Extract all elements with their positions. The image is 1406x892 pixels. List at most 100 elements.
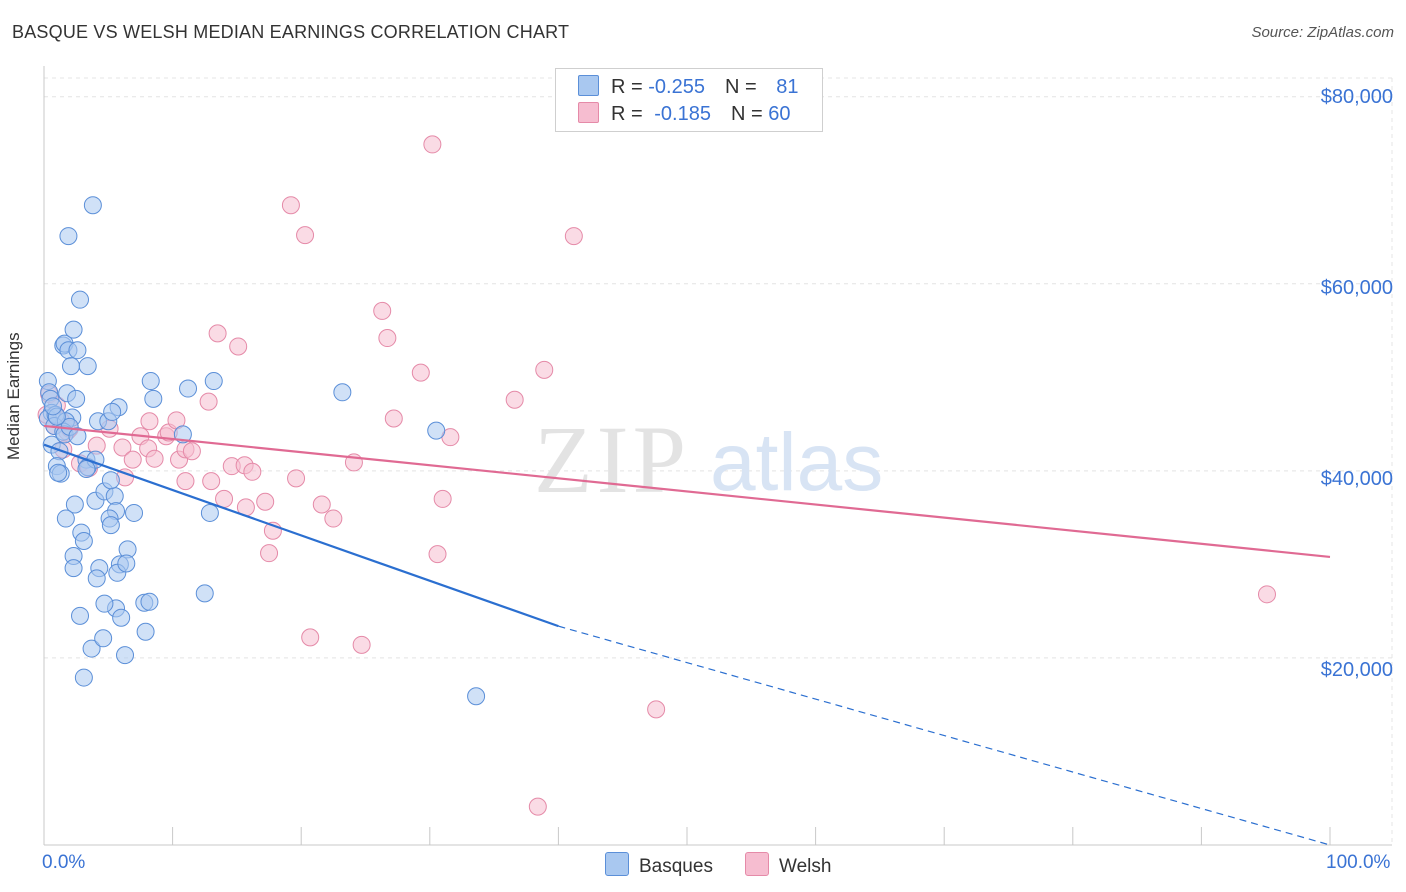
watermark-atlas: atlas [710,417,883,508]
welsh-point-27 [215,489,234,508]
basques-trend-dashed [558,625,1331,846]
legend-item-welsh: Welsh [745,852,831,878]
basques-point-23 [67,389,86,408]
basques-point-15 [64,320,83,339]
legend-row-basques: R = -0.255 N = 81 [578,75,798,99]
basques-point-57 [136,622,155,641]
welsh-point-25 [176,472,195,491]
y-tick-80000: $80,000 [1320,86,1393,108]
welsh-point-40 [229,337,248,356]
welsh-point-39 [208,324,227,343]
welsh-point-57 [528,797,547,816]
welsh-point-38 [199,392,218,411]
basques-r-label: R = [611,76,649,98]
basques-point-21 [83,196,102,215]
series-basques [38,196,486,706]
welsh-point-43 [373,301,392,320]
basques-point-43 [101,516,120,535]
basques-point-69 [333,383,352,402]
legend-basques-label: Basques [639,856,713,877]
welsh-point-58 [1257,585,1276,604]
welsh-point-34 [312,495,331,514]
basques-trend-solid [43,443,559,628]
welsh-point-30 [243,462,262,481]
welsh-point-46 [411,363,430,382]
basques-n-label: N = [724,76,763,98]
basques-point-80 [77,459,96,478]
welsh-point-54 [301,628,320,647]
welsh-trend-solid [43,424,1331,559]
welsh-point-51 [564,227,583,246]
basques-point-77 [68,427,87,446]
welsh-point-49 [505,390,524,409]
basques-point-40 [105,487,124,506]
welsh-point-31 [256,492,275,511]
basques-point-58 [82,639,101,658]
basques-point-67 [200,503,219,522]
basques-point-65 [179,379,198,398]
basques-point-51 [71,606,90,625]
basques-point-53 [95,594,114,613]
welsh-point-37 [260,544,279,563]
x-tick-min: 0.0% [42,852,86,873]
welsh-point-42 [296,226,315,245]
chart-title: BASQUE VS WELSH MEDIAN EARNINGS CORRELAT… [12,22,570,42]
x-tick-max: 100.0% [1326,852,1391,873]
basques-point-59 [94,629,113,648]
basques-point-70 [427,421,446,440]
basques-point-56 [140,592,159,611]
basques-point-17 [68,341,87,360]
welsh-point-45 [378,329,397,348]
axes [43,66,1392,846]
welsh-point-41 [281,196,300,215]
y-axis-label: Median Earnings [4,332,23,460]
welsh-point-22 [182,442,201,461]
basques-point-62 [141,372,160,391]
welsh-swatch [578,102,599,123]
welsh-point-50 [535,360,554,379]
legend-item-basques: Basques [605,852,713,878]
welsh-point-47 [428,545,447,564]
basques-point-61 [74,668,93,687]
correlation-legend: R = -0.255 N = 81 R = -0.185 N = 60 [555,68,823,132]
basques-point-71 [467,687,486,706]
y-tick-60000: $60,000 [1320,277,1393,299]
basques-point-20 [59,227,78,246]
watermark-zip: ZIP [534,406,690,513]
basques-swatch [578,75,599,96]
welsh-n-label: N = [730,103,769,125]
basques-point-63 [144,389,163,408]
trend-lines [43,424,1331,846]
basques-point-78 [117,554,136,573]
welsh-n-value: 60 [768,103,791,125]
basques-point-79 [125,503,144,522]
y-tick-40000: $40,000 [1320,468,1393,490]
basques-point-11 [49,463,68,482]
basques-point-76 [44,397,63,416]
basques-point-34 [65,495,84,514]
welsh-point-13 [123,450,142,469]
welsh-point-44 [384,409,403,428]
basques-point-18 [78,357,97,376]
legend-welsh-swatch [745,852,769,876]
basques-point-47 [64,559,83,578]
welsh-point-26 [202,472,221,491]
basques-point-33 [103,402,122,421]
welsh-point-35 [324,509,343,528]
basques-point-60 [116,646,135,665]
basques-point-16 [62,357,81,376]
chart-source: Source: ZipAtlas.com [1251,24,1394,41]
basques-point-19 [71,290,90,309]
welsh-r-value: -0.185 [654,103,711,125]
basques-point-68 [195,584,214,603]
welsh-point-52 [423,135,442,154]
welsh-point-55 [352,635,371,654]
welsh-point-24 [145,449,164,468]
basques-r-value: -0.255 [648,76,705,98]
welsh-r-label: R = [611,103,649,125]
welsh-point-48 [433,489,452,508]
basques-point-35 [56,509,75,528]
welsh-point-33 [287,469,306,488]
basques-point-49 [87,569,106,588]
watermark: ZIP atlas [534,406,883,513]
